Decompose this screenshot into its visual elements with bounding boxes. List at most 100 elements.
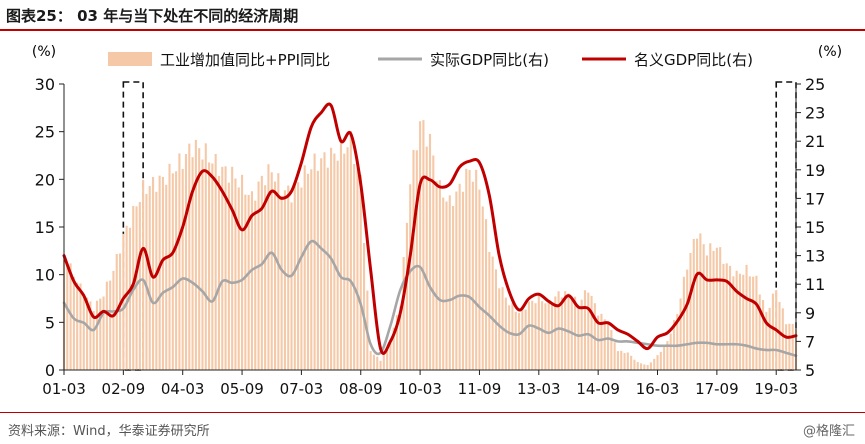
bar: [606, 323, 610, 370]
bar: [161, 176, 164, 370]
bar: [69, 263, 72, 370]
bar: [389, 342, 392, 370]
bar: [666, 341, 669, 370]
bar: [303, 165, 306, 370]
bar: [748, 276, 751, 370]
figure-title: 图表25： 03 年与当下处在不同的经济周期: [6, 7, 299, 25]
bar: [742, 274, 745, 370]
legend-label: 工业增加值同比+PPI同比: [160, 51, 330, 69]
right-tick-label: 23: [805, 104, 825, 123]
bar: [346, 147, 349, 370]
watermark: @格隆汇: [802, 424, 855, 439]
bar: [135, 206, 138, 370]
bar: [633, 359, 636, 370]
bar: [208, 162, 211, 370]
bar: [527, 301, 530, 370]
bar: [171, 173, 174, 370]
right-tick-label: 19: [805, 161, 825, 180]
bar: [145, 193, 148, 370]
bar: [89, 301, 92, 370]
left-tick-label: 30: [35, 75, 55, 94]
bar: [732, 276, 735, 370]
bar: [369, 351, 372, 370]
bar: [376, 356, 379, 370]
bar: [623, 353, 626, 370]
bar: [442, 197, 445, 370]
bar: [105, 281, 108, 370]
bar: [659, 351, 662, 370]
bar: [626, 352, 629, 370]
bar: [191, 157, 194, 370]
bar: [686, 269, 689, 370]
bar: [165, 184, 168, 370]
bar: [600, 313, 603, 370]
bar: [257, 181, 260, 370]
bar: [455, 191, 458, 370]
bar: [491, 256, 494, 370]
bar: [402, 257, 405, 370]
bar: [425, 146, 428, 370]
bar: [738, 273, 742, 370]
left-tick-label: 15: [35, 218, 55, 237]
bar: [102, 296, 105, 370]
bar: [412, 149, 415, 370]
bar: [468, 169, 471, 370]
left-axis-unit: (%): [32, 44, 56, 60]
bar: [630, 355, 633, 370]
bar: [356, 163, 359, 370]
bar: [283, 190, 286, 370]
line-series: [62, 102, 798, 357]
bar: [722, 263, 725, 370]
bar: [382, 354, 385, 370]
bar: [349, 130, 352, 370]
axes: 0 5 10 15 20 25 30 5 7 9 11 13 15 17 19 21 23 25 01-03 02-0…: [35, 75, 826, 398]
bar: [521, 307, 524, 370]
bar: [511, 303, 514, 370]
bar: [399, 306, 402, 370]
x-tick-label: 16-03: [636, 380, 680, 398]
bar: [168, 163, 171, 370]
bar: [175, 171, 178, 370]
x-tick-label: 10-03: [398, 380, 442, 398]
bar: [250, 191, 254, 370]
bar-series: [62, 120, 798, 370]
bar: [300, 187, 303, 370]
bar: [514, 311, 517, 370]
bar: [244, 194, 247, 370]
bar: [557, 291, 560, 370]
bar: [676, 313, 679, 370]
left-tick-label: 0: [45, 361, 55, 380]
bar: [547, 300, 550, 370]
bar: [699, 233, 702, 370]
bar: [788, 323, 791, 370]
bar: [151, 176, 155, 370]
bar: [112, 270, 115, 370]
x-tick-label: 13-03: [517, 380, 561, 398]
dual-axis-chart: 0 5 10 15 20 25 30 5 7 9 11 13 15 17 19 21 23 25 01-03 02-0…: [32, 44, 842, 398]
bar: [452, 205, 455, 370]
bar: [517, 312, 521, 370]
bar: [122, 233, 125, 370]
bar: [181, 168, 184, 370]
bar: [392, 327, 395, 370]
bar: [293, 183, 296, 370]
bar: [646, 364, 649, 370]
bar: [448, 195, 451, 370]
bar: [379, 360, 382, 370]
right-tick-label: 21: [805, 132, 825, 151]
bar: [72, 276, 75, 370]
bar: [405, 222, 408, 370]
bar: [273, 181, 277, 370]
bar: [508, 305, 511, 370]
bar: [785, 324, 788, 370]
bar: [254, 200, 257, 370]
bar: [231, 166, 234, 370]
bar: [613, 342, 616, 370]
bar: [781, 308, 784, 370]
bar: [158, 175, 161, 370]
bar: [372, 354, 376, 370]
bar: [227, 182, 230, 370]
bar: [204, 143, 207, 370]
bar: [636, 362, 639, 370]
bar: [264, 185, 267, 370]
